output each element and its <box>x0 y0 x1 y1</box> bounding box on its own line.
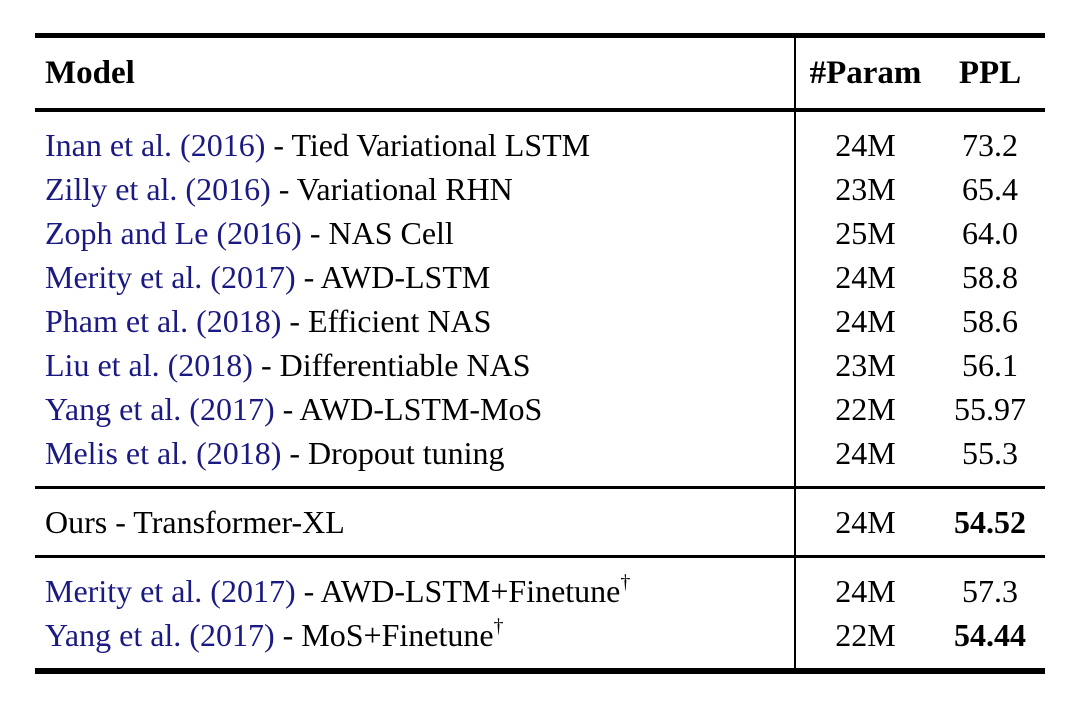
ppl-value: 54.52 <box>954 504 1026 540</box>
model-cell: Pham et al. (2018) - Efficient NAS <box>35 299 795 343</box>
model-description: - Differentiable NAS <box>252 347 531 383</box>
ppl-value: 65.4 <box>962 171 1018 207</box>
table-row: Zilly et al. (2016) - Variational RHN 23M… <box>35 167 1045 211</box>
citation-link[interactable]: Yang et al. (2017) <box>45 617 275 653</box>
param-value: 22M <box>794 613 935 671</box>
dagger-footnote-mark: † <box>620 571 631 593</box>
table-row: Merity et al. (2017) - AWD-LSTM+Finetune… <box>35 556 1045 614</box>
citation-link[interactable]: Liu et al. (2018) <box>45 347 253 383</box>
param-value: 23M <box>794 343 935 387</box>
citation-link[interactable]: Merity et al. (2017) <box>45 573 296 609</box>
dagger-footnote-mark: † <box>493 615 504 637</box>
model-cell: Yang et al. (2017) - MoS+Finetune† <box>35 613 795 671</box>
model-cell: Zilly et al. (2016) - Variational RHN <box>35 167 795 211</box>
citation-link[interactable]: Pham et al. (2018) <box>45 303 282 339</box>
ppl-value: 58.8 <box>962 259 1018 295</box>
table-row: Melis et al. (2018) - Dropout tuning 24M 5… <box>35 431 1045 488</box>
param-value: 24M <box>794 487 935 557</box>
model-description: - Tied Variational LSTM <box>265 127 591 163</box>
ppl-value: 54.44 <box>954 617 1026 653</box>
model-cell: Ours - Transformer-XL <box>35 488 795 557</box>
model-description: - Variational RHN <box>270 171 513 207</box>
param-value: 24M <box>794 299 935 343</box>
table-row: Liu et al. (2018) - Differentiable NAS 23… <box>35 343 1045 387</box>
section-finetuned: Merity et al. (2017) - AWD-LSTM+Finetune… <box>35 556 1045 671</box>
model-cell: Zoph and Le (2016) - NAS Cell <box>35 211 795 255</box>
section-baselines: Inan et al. (2016) - Tied Variational LS… <box>35 110 1045 488</box>
param-value: 24M <box>794 110 935 167</box>
param-value: 24M <box>794 255 935 299</box>
table-row: Yang et al. (2017) - MoS+Finetune† 22M 54.… <box>35 613 1045 671</box>
model-description: - MoS+Finetune <box>274 617 494 653</box>
model-cell: Liu et al. (2018) - Differentiable NAS <box>35 343 795 387</box>
model-description: Ours - Transformer-XL <box>45 504 345 540</box>
param-value: 23M <box>794 167 935 211</box>
col-header-param: #Param <box>794 35 935 110</box>
ppl-value: 58.6 <box>962 303 1018 339</box>
model-cell: Merity et al. (2017) - AWD-LSTM <box>35 255 795 299</box>
ppl-value: 55.3 <box>962 435 1018 471</box>
ppl-value: 73.2 <box>962 127 1018 163</box>
table-row: Pham et al. (2018) - Efficient NAS 24M 58.… <box>35 299 1045 343</box>
ppl-value: 57.3 <box>962 573 1018 609</box>
citation-link[interactable]: Melis et al. (2018) <box>45 435 282 471</box>
table-row: Yang et al. (2017) - AWD-LSTM-MoS 22M 55.9… <box>35 387 1045 431</box>
param-value: 22M <box>794 387 935 431</box>
param-value: 25M <box>794 211 935 255</box>
param-value: 24M <box>794 431 935 488</box>
table-row: Inan et al. (2016) - Tied Variational LS… <box>35 110 1045 167</box>
table-row: Merity et al. (2017) - AWD-LSTM 24M 58.8 <box>35 255 1045 299</box>
model-description: - AWD-LSTM <box>295 259 491 295</box>
model-cell: Yang et al. (2017) - AWD-LSTM-MoS <box>35 387 795 431</box>
ppl-value: 55.97 <box>954 391 1026 427</box>
ppl-value: 56.1 <box>962 347 1018 383</box>
table-row: Ours - Transformer-XL 24M 54.52 <box>35 487 1045 557</box>
ppl-value: 64.0 <box>962 215 1018 251</box>
model-description: - Efficient NAS <box>281 303 492 339</box>
param-value: 24M <box>794 556 935 613</box>
section-ours: Ours - Transformer-XL 24M 54.52 <box>35 487 1045 557</box>
col-header-model: Model <box>45 55 135 91</box>
model-description: - Dropout tuning <box>281 435 505 471</box>
table-row: Zoph and Le (2016) - NAS Cell 25M 64.0 <box>35 211 1045 255</box>
citation-link[interactable]: Yang et al. (2017) <box>45 391 275 427</box>
citation-link[interactable]: Zoph and Le (2016) <box>45 215 302 251</box>
citation-link[interactable]: Inan et al. (2016) <box>45 127 266 163</box>
model-description: - AWD-LSTM-MoS <box>274 391 543 427</box>
model-description: - AWD-LSTM+Finetune <box>295 573 621 609</box>
table-header-row: Model #Param PPL <box>35 35 1045 110</box>
model-cell: Inan et al. (2016) - Tied Variational LS… <box>35 110 795 167</box>
col-header-ppl: PPL <box>958 55 1022 91</box>
citation-link[interactable]: Merity et al. (2017) <box>45 259 296 295</box>
model-cell: Merity et al. (2017) - AWD-LSTM+Finetune… <box>35 557 795 614</box>
citation-link[interactable]: Zilly et al. (2016) <box>45 171 271 207</box>
model-description: - NAS Cell <box>301 215 454 251</box>
results-table: Model #Param PPL Inan et al. (2016) - Ti… <box>35 33 1045 674</box>
model-cell: Melis et al. (2018) - Dropout tuning <box>35 431 795 488</box>
